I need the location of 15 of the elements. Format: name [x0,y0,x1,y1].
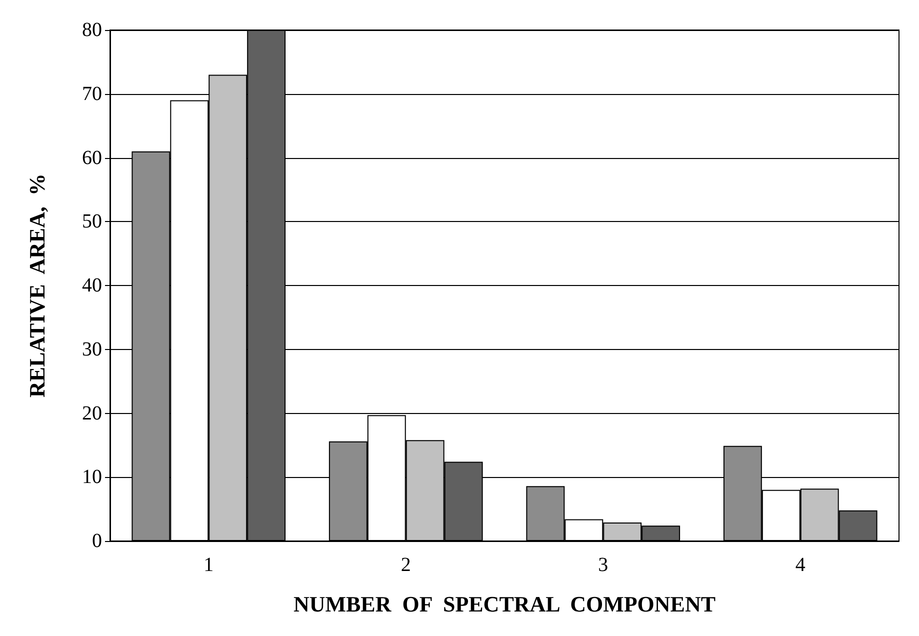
x-tick-label: 3 [598,554,608,576]
y-tick-label: 20 [82,402,102,424]
y-tick-label: 60 [82,146,102,169]
y-tick-label: 80 [82,19,102,41]
y-axis-title: RELATIVE AREA, % [24,174,50,398]
y-tick-label: 50 [82,210,102,233]
x-tick-label: 1 [204,554,214,576]
x-tick-label: 4 [795,554,806,576]
x-tick-label: 2 [400,554,411,576]
y-tick-label: 10 [82,466,102,488]
y-tick-label: 30 [82,338,102,360]
x-axis-title: NUMBER OF SPECTRAL COMPONENT [293,592,716,616]
y-tick-label: 40 [82,274,102,296]
y-tick-label: 70 [82,82,102,105]
y-tick-label: 0 [92,530,102,552]
